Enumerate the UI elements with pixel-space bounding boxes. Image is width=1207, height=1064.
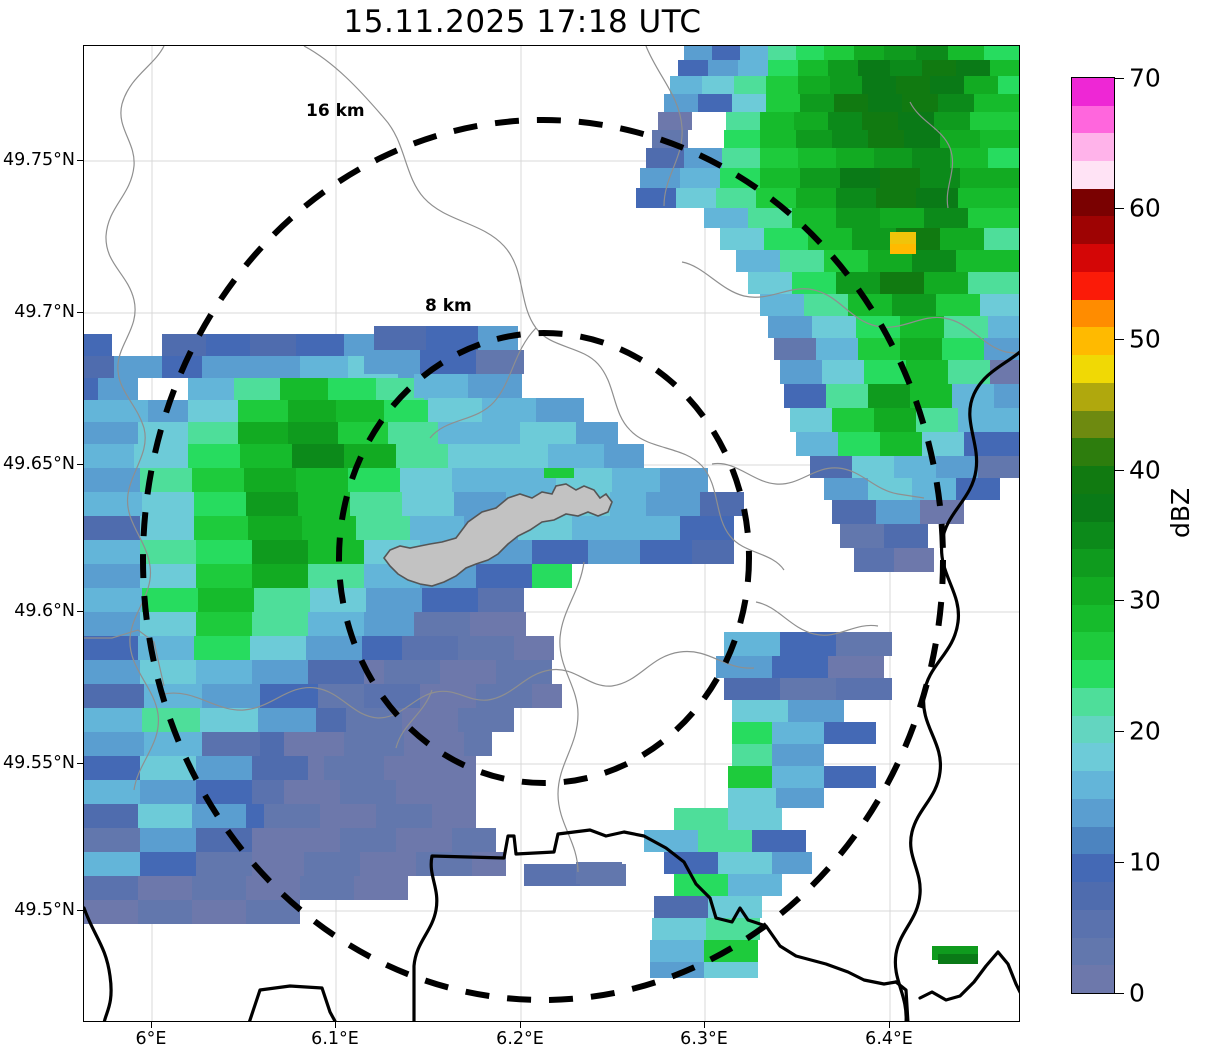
x-tick-mark [151, 1022, 152, 1028]
colorbar-tick [1115, 731, 1124, 733]
y-tick-mark [77, 160, 83, 161]
x-tick-label-0: 6°E [135, 1029, 167, 1049]
y-tick-label-2: 49.65°N [3, 454, 75, 474]
colorbar-band-4 [1072, 854, 1114, 883]
colorbar-band-30 [1072, 133, 1114, 161]
colorbar-tick-label-6: 60 [1129, 193, 1161, 223]
colorbar-band-17 [1072, 493, 1114, 522]
colorbar [1071, 77, 1115, 994]
y-tick-mark [77, 464, 83, 465]
colorbar-band-19 [1072, 438, 1114, 467]
colorbar-band-29 [1072, 160, 1114, 189]
colorbar-band-16 [1072, 521, 1114, 550]
x-tick-label-4: 6.4°E [865, 1029, 913, 1049]
y-tick-mark [77, 611, 83, 612]
y-tick-label-1: 49.7°N [14, 302, 75, 322]
y-tick-label-5: 49.5°N [14, 900, 75, 920]
colorbar-band-22 [1072, 355, 1114, 383]
colorbar-band-24 [1072, 299, 1114, 328]
page-title: 15.11.2025 17:18 UTC [343, 4, 702, 40]
x-tick-mark [520, 1022, 521, 1028]
colorbar-band-20 [1072, 410, 1114, 439]
range-ring-8km [336, 330, 752, 786]
colorbar-band-3 [1072, 882, 1114, 910]
colorbar-band-23 [1072, 327, 1114, 356]
y-tick-label-0: 49.75°N [3, 150, 75, 170]
colorbar-band-25 [1072, 271, 1114, 300]
admin-boundaries [84, 46, 1019, 873]
y-tick-mark [77, 312, 83, 313]
y-tick-mark [77, 763, 83, 764]
colorbar-band-31 [1072, 105, 1114, 134]
colorbar-tick [1115, 339, 1124, 341]
colorbar-tick [1115, 993, 1124, 995]
colorbar-title: dBZ [1166, 487, 1195, 538]
colorbar-tick-label-1: 10 [1129, 847, 1161, 877]
colorbar-band-1 [1072, 937, 1114, 966]
colorbar-band-32 [1072, 78, 1114, 106]
colorbar-tick [1115, 862, 1124, 864]
colorbar-band-2 [1072, 909, 1114, 938]
colorbar-band-15 [1072, 549, 1114, 577]
colorbar-band-13 [1072, 604, 1114, 633]
colorbar-tick [1115, 78, 1124, 80]
range-ring-8km-label: 8 km [425, 296, 472, 316]
colorbar-tick-label-4: 40 [1129, 455, 1161, 485]
x-tick-label-2: 6.2°E [496, 1029, 544, 1049]
colorbar-band-28 [1072, 188, 1114, 217]
colorbar-band-11 [1072, 660, 1114, 688]
colorbar-band-9 [1072, 715, 1114, 744]
colorbar-band-14 [1072, 576, 1114, 605]
range-ring-16km [140, 117, 946, 1003]
colorbar-band-8 [1072, 743, 1114, 772]
colorbar-band-26 [1072, 244, 1114, 272]
colorbar-tick-label-2: 20 [1129, 716, 1161, 746]
radar-plot-area: 16 km 8 km [83, 45, 1020, 1022]
x-tick-mark [335, 1022, 336, 1028]
colorbar-band-18 [1072, 466, 1114, 494]
colorbar-band-0 [1072, 965, 1114, 993]
x-tick-label-1: 6.1°E [311, 1029, 359, 1049]
y-tick-mark [77, 910, 83, 911]
colorbar-band-5 [1072, 826, 1114, 855]
colorbar-tick-label-0: 0 [1129, 978, 1145, 1008]
colorbar-tick [1115, 208, 1124, 210]
colorbar-band-12 [1072, 632, 1114, 661]
x-tick-label-3: 6.3°E [680, 1029, 728, 1049]
colorbar-band-7 [1072, 771, 1114, 799]
range-ring-16km-label: 16 km [306, 101, 365, 121]
y-tick-label-3: 49.6°N [14, 601, 75, 621]
x-tick-mark [889, 1022, 890, 1028]
colorbar-tick [1115, 600, 1124, 602]
colorbar-band-10 [1072, 687, 1114, 716]
colorbar-band-21 [1072, 382, 1114, 411]
y-tick-label-4: 49.55°N [3, 753, 75, 773]
radar-plot-svg [84, 46, 1019, 1021]
x-tick-mark [704, 1022, 705, 1028]
colorbar-tick [1115, 470, 1124, 472]
radar-echo-cells [84, 46, 1019, 978]
colorbar-tick-label-5: 50 [1129, 324, 1161, 354]
colorbar-tick-label-7: 70 [1129, 63, 1161, 93]
colorbar-band-6 [1072, 798, 1114, 827]
urban-area-polygon [383, 483, 613, 587]
colorbar-band-27 [1072, 216, 1114, 245]
colorbar-tick-label-3: 30 [1129, 585, 1161, 615]
